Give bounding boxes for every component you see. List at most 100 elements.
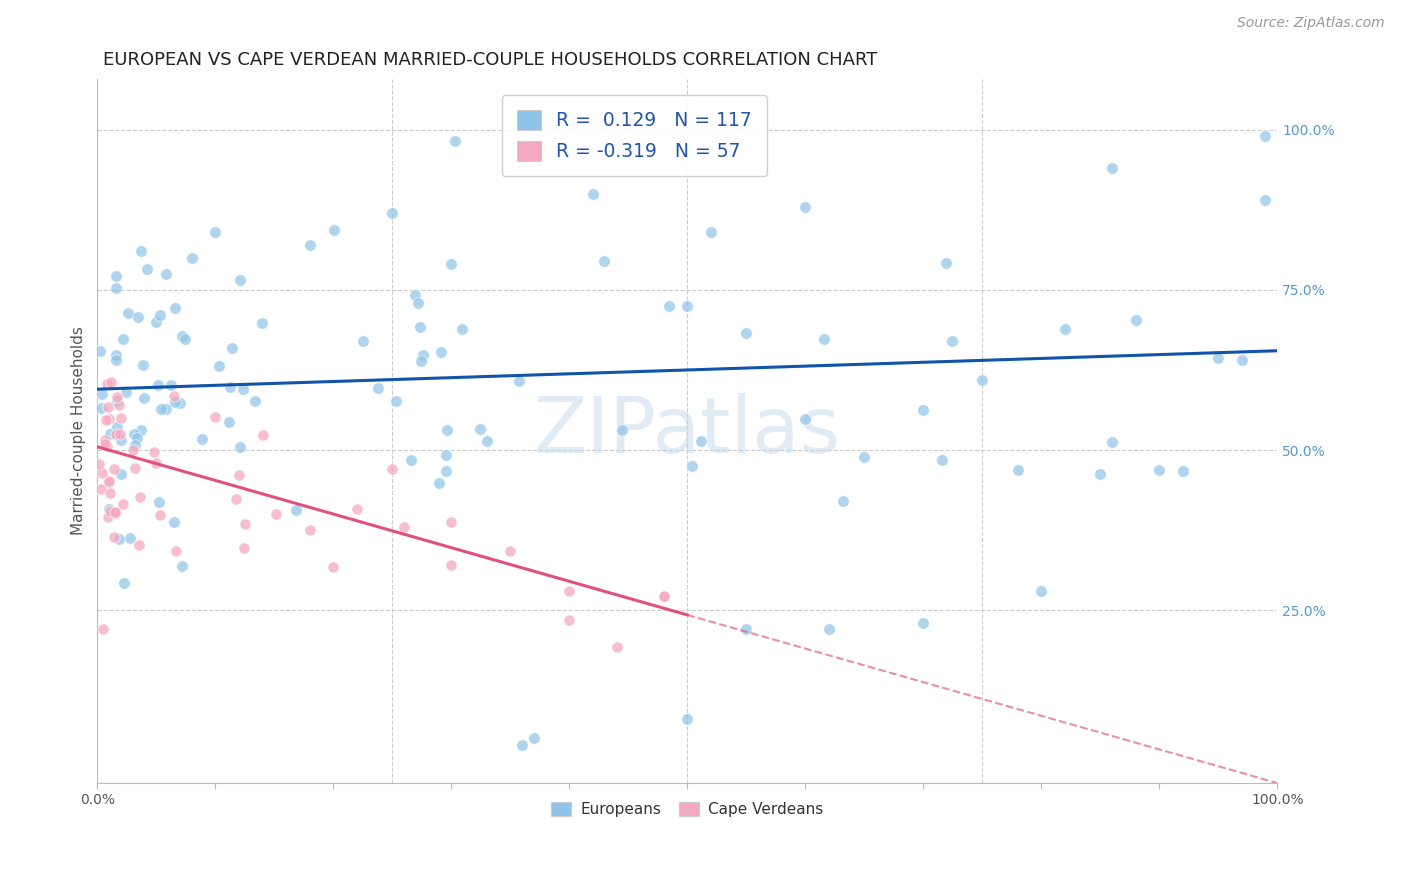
Point: [172, 558, 194, 573]
Point: [508, 374, 530, 388]
Point: [440, 558, 463, 573]
Point: [700, 225, 723, 239]
Point: [110, 411, 132, 425]
Point: [399, 452, 422, 467]
Point: [510, 738, 533, 752]
Point: [155, 401, 177, 416]
Point: [125, 431, 148, 445]
Point: [430, 344, 453, 359]
Point: [97, 474, 120, 488]
Point: [970, 374, 993, 388]
Point: [436, 423, 458, 437]
Point: [98, 426, 121, 441]
Point: [90, 467, 112, 481]
Point: [225, 491, 247, 506]
Point: [148, 308, 170, 322]
Point: [118, 531, 141, 545]
Point: [218, 379, 240, 393]
Point: [103, 462, 125, 476]
Point: [173, 332, 195, 346]
Point: [136, 261, 159, 276]
Point: [108, 532, 131, 546]
Point: [1031, 583, 1053, 598]
Point: [232, 383, 254, 397]
Point: [165, 544, 187, 558]
Point: [232, 541, 254, 555]
Point: [132, 358, 155, 372]
Point: [794, 200, 817, 214]
Point: [104, 506, 127, 520]
Point: [440, 257, 463, 271]
Point: [322, 223, 344, 237]
Point: [121, 443, 143, 458]
Point: [127, 310, 149, 324]
Point: [658, 299, 681, 313]
Point: [105, 426, 128, 441]
Point: [94, 413, 117, 427]
Point: [931, 453, 953, 467]
Point: [440, 516, 463, 530]
Point: [392, 519, 415, 533]
Point: [115, 385, 138, 400]
Legend: Europeans, Cape Verdeans: Europeans, Cape Verdeans: [543, 795, 831, 825]
Point: [610, 423, 633, 437]
Point: [163, 301, 186, 316]
Point: [97, 400, 120, 414]
Text: ZIPatlas: ZIPatlas: [534, 392, 841, 469]
Point: [436, 464, 458, 478]
Point: [831, 493, 853, 508]
Point: [252, 428, 274, 442]
Point: [912, 403, 935, 417]
Point: [264, 507, 287, 521]
Point: [104, 506, 127, 520]
Point: [148, 377, 170, 392]
Point: [652, 589, 675, 603]
Point: [935, 255, 957, 269]
Point: [582, 186, 605, 201]
Point: [346, 502, 368, 516]
Point: [100, 375, 122, 389]
Point: [470, 422, 492, 436]
Point: [221, 341, 243, 355]
Point: [98, 475, 121, 489]
Point: [853, 450, 876, 464]
Point: [128, 538, 150, 552]
Point: [180, 251, 202, 265]
Point: [93, 433, 115, 447]
Point: [404, 288, 426, 302]
Point: [163, 515, 186, 529]
Point: [160, 377, 183, 392]
Point: [110, 467, 132, 482]
Point: [434, 448, 457, 462]
Point: [592, 254, 614, 268]
Point: [132, 391, 155, 405]
Point: [145, 315, 167, 329]
Point: [1254, 129, 1277, 144]
Point: [285, 502, 308, 516]
Point: [794, 412, 817, 426]
Point: [381, 206, 404, 220]
Point: [169, 396, 191, 410]
Point: [412, 348, 434, 362]
Point: [384, 394, 406, 409]
Point: [1230, 353, 1253, 368]
Point: [1101, 435, 1123, 450]
Point: [204, 409, 226, 424]
Point: [108, 426, 131, 441]
Point: [105, 420, 128, 434]
Point: [409, 320, 432, 334]
Point: [427, 476, 450, 491]
Point: [105, 393, 128, 408]
Point: [1053, 322, 1076, 336]
Point: [91, 623, 114, 637]
Point: [104, 353, 127, 368]
Point: [165, 394, 187, 409]
Point: [155, 267, 177, 281]
Point: [229, 273, 252, 287]
Point: [124, 460, 146, 475]
Point: [114, 576, 136, 591]
Point: [129, 490, 152, 504]
Point: [228, 467, 250, 482]
Point: [451, 322, 474, 336]
Point: [90, 401, 112, 415]
